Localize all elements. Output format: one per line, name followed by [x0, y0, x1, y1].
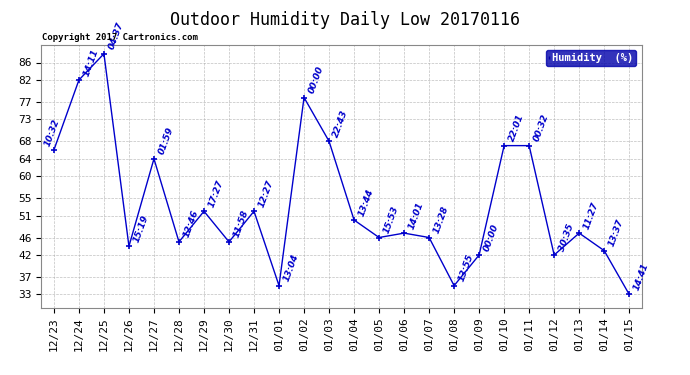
Text: 14:11: 14:11 [81, 47, 100, 77]
Text: 00:32: 00:32 [532, 113, 550, 143]
Text: 00:00: 00:00 [307, 65, 325, 95]
Text: 13:37: 13:37 [607, 218, 625, 248]
Text: 13:28: 13:28 [432, 205, 450, 235]
Text: 30:35: 30:35 [557, 222, 575, 252]
Legend: Humidity  (%): Humidity (%) [546, 50, 636, 66]
Text: 13:44: 13:44 [357, 187, 375, 217]
Text: 12:27: 12:27 [257, 178, 275, 209]
Text: 04:37: 04:37 [107, 21, 125, 51]
Text: 22:01: 22:01 [507, 113, 525, 143]
Text: 14:01: 14:01 [407, 200, 425, 230]
Text: Outdoor Humidity Daily Low 20170116: Outdoor Humidity Daily Low 20170116 [170, 11, 520, 29]
Text: 15:53: 15:53 [382, 205, 400, 235]
Text: 13:04: 13:04 [282, 253, 300, 283]
Text: 11:58: 11:58 [232, 209, 250, 239]
Text: 10:32: 10:32 [43, 117, 61, 147]
Text: 13:55: 13:55 [457, 253, 475, 283]
Text: 12:46: 12:46 [181, 209, 200, 239]
Text: 17:27: 17:27 [207, 178, 225, 209]
Text: 00:00: 00:00 [482, 222, 500, 252]
Text: 11:27: 11:27 [582, 200, 600, 230]
Text: 22:43: 22:43 [332, 108, 350, 138]
Text: 01:59: 01:59 [157, 126, 175, 156]
Text: 15:19: 15:19 [132, 213, 150, 243]
Text: 14:41: 14:41 [632, 262, 650, 292]
Text: Copyright 2017 Cartronics.com: Copyright 2017 Cartronics.com [42, 33, 198, 42]
